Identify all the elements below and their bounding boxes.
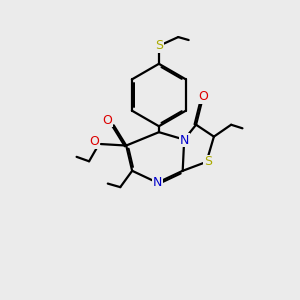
Text: N: N [153, 176, 162, 189]
Text: S: S [204, 155, 212, 168]
Text: S: S [155, 40, 163, 52]
Text: N: N [180, 134, 190, 147]
Text: O: O [89, 135, 99, 148]
Text: O: O [198, 90, 208, 103]
Text: O: O [102, 114, 112, 127]
